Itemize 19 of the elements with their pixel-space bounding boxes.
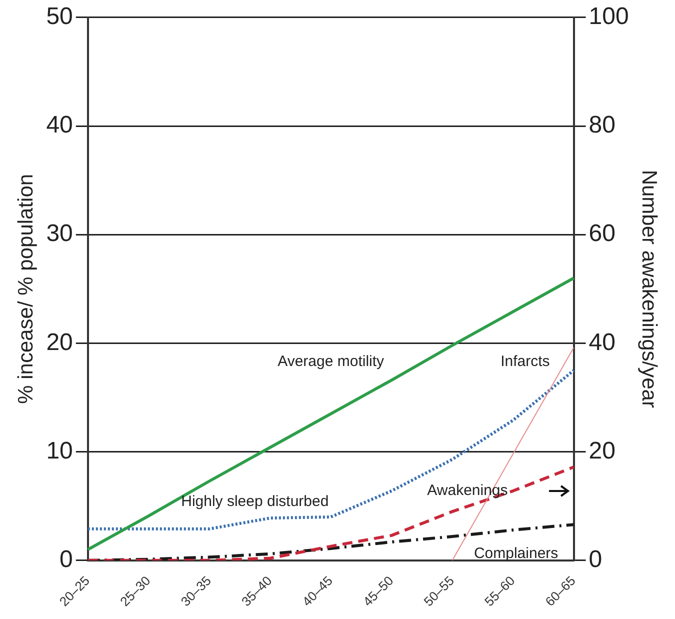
y-tick-label: 40 xyxy=(46,112,73,139)
y2-tick-label: 80 xyxy=(588,112,616,139)
y-tick-label: 30 xyxy=(46,220,73,248)
series-label: Infarcts xyxy=(500,352,550,370)
y-tick-label: 20 xyxy=(46,328,73,356)
y-tick-label: 10 xyxy=(46,437,73,464)
y2-tick-label: 20 xyxy=(588,437,616,464)
series-label: Highly sleep disturbed xyxy=(181,492,329,510)
y2-tick-label: 0 xyxy=(588,546,602,574)
y-axis-title: % incease/ % population xyxy=(14,174,38,404)
series-label: Awakenings xyxy=(427,482,508,500)
series-label: Average motility xyxy=(278,352,385,370)
series-label: Complainers xyxy=(474,545,558,562)
y2-tick-label: 100 xyxy=(588,3,629,30)
y-tick-label: 50 xyxy=(46,3,73,30)
y2-tick-label: 60 xyxy=(588,220,616,248)
y-tick-label: 0 xyxy=(60,546,73,574)
y2-axis-title: Number awakenings/year xyxy=(638,170,661,408)
y2-tick-label: 40 xyxy=(588,328,616,356)
